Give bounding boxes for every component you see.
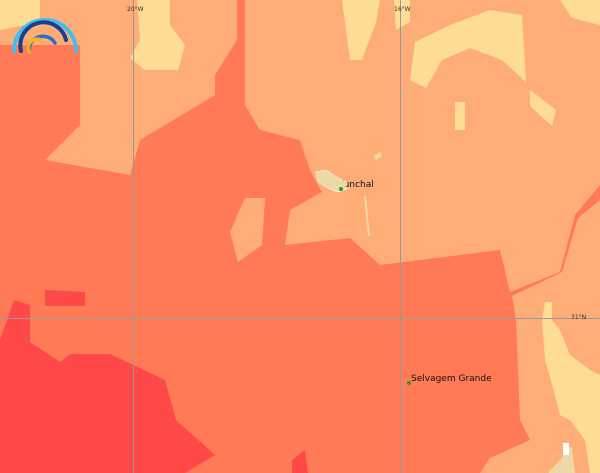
desertas-islands[interactable]: [364, 196, 370, 236]
rainbow-arcs-logo: [12, 18, 78, 54]
lon-label-20w: 20°W: [127, 6, 144, 13]
lon-label-16w: 16°W: [394, 6, 411, 13]
strong-regions: [0, 290, 308, 473]
lat-label-31n: 31°N: [571, 314, 587, 321]
porto-santo-island[interactable]: [374, 152, 382, 160]
coast-white-patch: [563, 443, 569, 455]
light-patch: [230, 198, 265, 262]
place-label-selvagem-grande: Selvagem Grande: [411, 374, 492, 384]
place-label-funchal: Funchal: [339, 180, 374, 190]
selvagem-grande-dot[interactable]: [407, 381, 411, 385]
